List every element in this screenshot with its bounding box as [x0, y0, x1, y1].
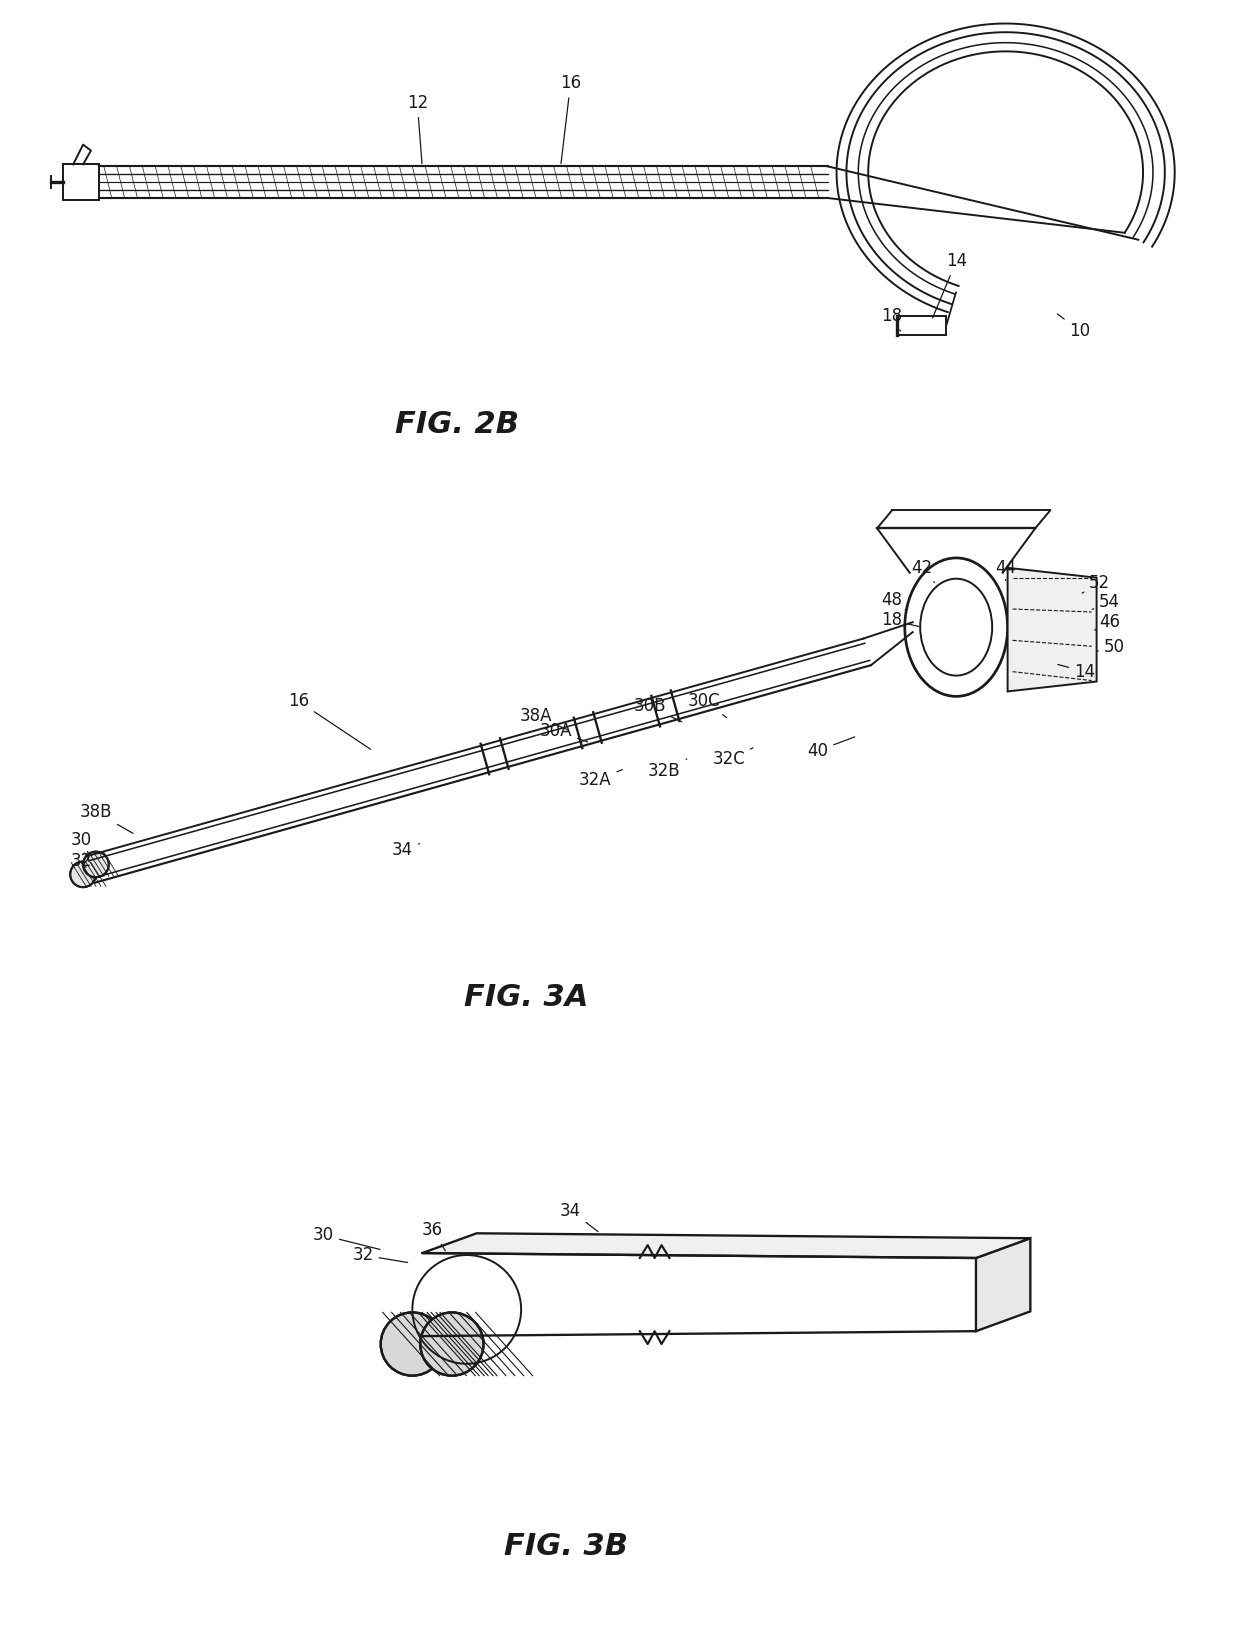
Text: 18: 18	[882, 611, 919, 629]
Circle shape	[71, 861, 95, 887]
Text: 44: 44	[996, 559, 1016, 580]
Bar	[897, 315, 946, 335]
Text: 14: 14	[932, 252, 967, 319]
Text: 34: 34	[560, 1201, 598, 1232]
Text: 54: 54	[1092, 593, 1120, 611]
Text: 32: 32	[71, 853, 92, 871]
Text: 30B: 30B	[634, 698, 682, 722]
Text: 32C: 32C	[713, 748, 753, 768]
Text: 34: 34	[392, 840, 419, 858]
Text: 50: 50	[1097, 637, 1125, 655]
Polygon shape	[1008, 569, 1096, 691]
Circle shape	[83, 851, 109, 877]
Text: 32: 32	[352, 1247, 408, 1265]
Text: 10: 10	[1058, 314, 1090, 340]
Text: 48: 48	[882, 592, 906, 611]
Text: 16: 16	[560, 74, 582, 163]
Text: 18: 18	[882, 307, 903, 332]
Text: 30A: 30A	[539, 722, 588, 742]
Text: 32B: 32B	[649, 758, 687, 779]
Circle shape	[381, 1312, 444, 1376]
Text: 16: 16	[288, 693, 371, 750]
Text: FIG. 3A: FIG. 3A	[464, 984, 588, 1013]
Text: 30C: 30C	[688, 693, 727, 717]
Text: 42: 42	[911, 559, 935, 583]
Text: 46: 46	[1095, 613, 1120, 631]
Text: 14: 14	[1058, 663, 1095, 681]
Bar	[63, 165, 99, 199]
Text: 38B: 38B	[79, 802, 133, 833]
Text: 32A: 32A	[579, 770, 622, 789]
Text: FIG. 2B: FIG. 2B	[394, 410, 518, 440]
Text: FIG. 3B: FIG. 3B	[503, 1533, 627, 1560]
Polygon shape	[976, 1239, 1030, 1332]
Text: 36: 36	[422, 1221, 445, 1250]
Text: 38A: 38A	[520, 708, 568, 730]
Polygon shape	[423, 1234, 1030, 1258]
Text: 40: 40	[807, 737, 854, 760]
Text: 30: 30	[71, 830, 92, 853]
Circle shape	[420, 1312, 484, 1376]
Text: 12: 12	[407, 95, 428, 163]
Text: 30: 30	[312, 1226, 379, 1250]
Text: 52: 52	[1083, 574, 1110, 593]
